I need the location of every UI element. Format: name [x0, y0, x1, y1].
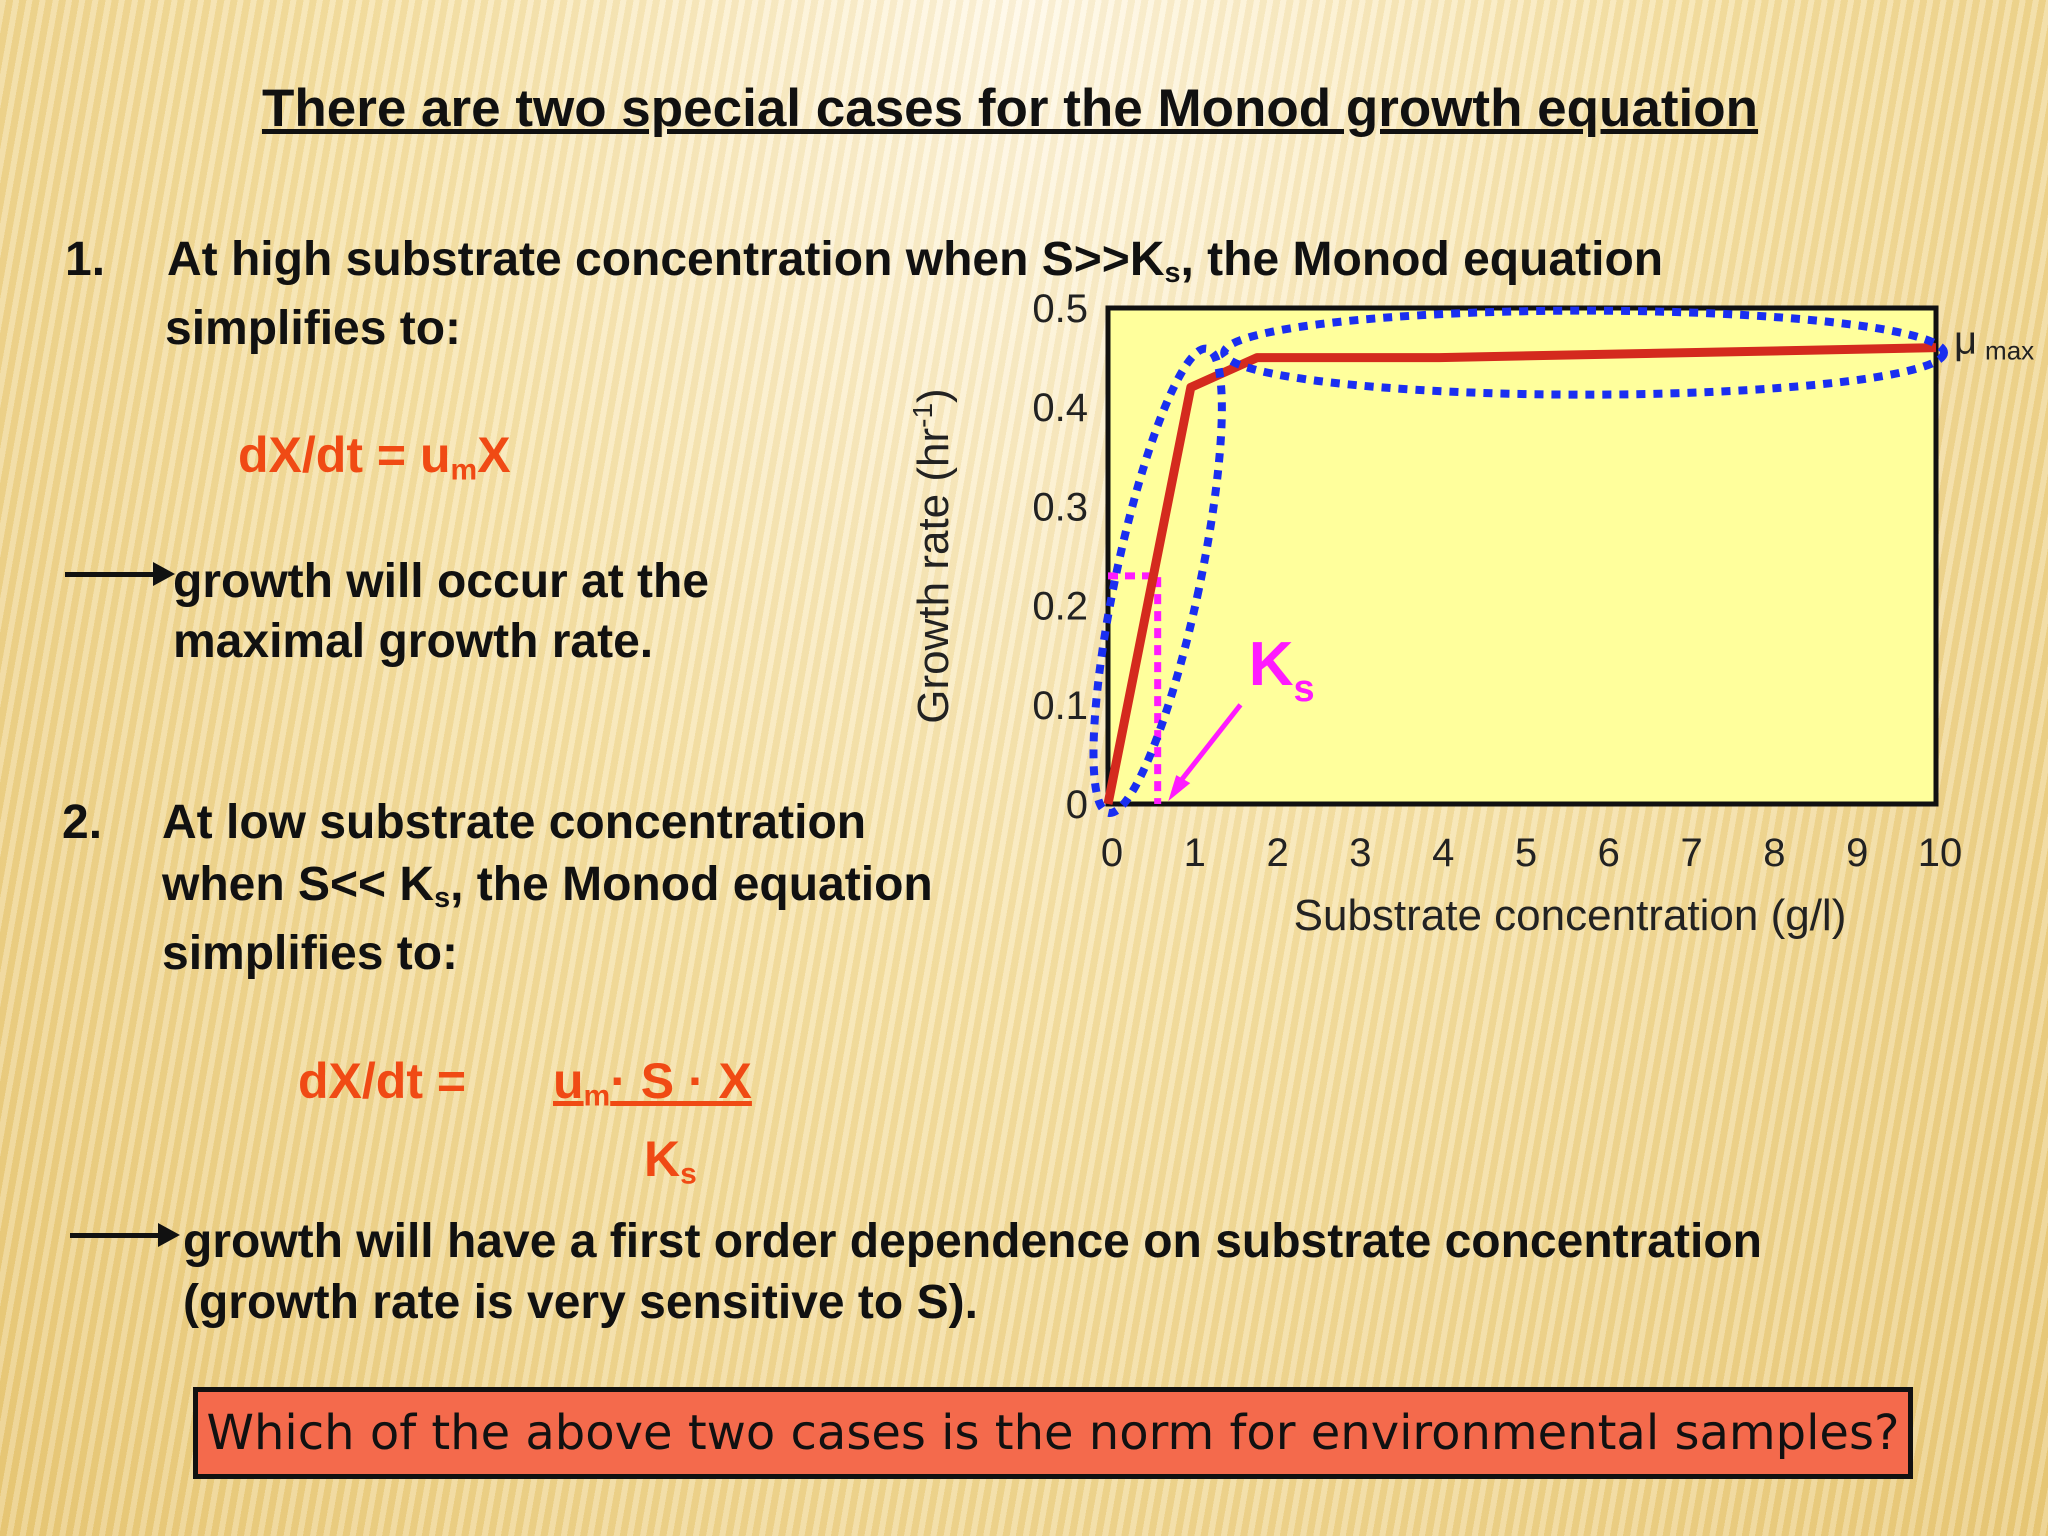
case1-equation: dX/dt = umX: [238, 427, 511, 487]
ks-annotation: Ks: [1249, 630, 1315, 710]
case2-arrow-icon: [70, 1223, 180, 1247]
case1-note-line1: growth will occur at the: [173, 555, 710, 608]
x-tick-label: 0: [1101, 831, 1123, 875]
x-tick-label: 10: [1918, 831, 1963, 875]
case1-line2: simplifies to:: [165, 302, 462, 355]
low-substrate-ellipse: [1089, 344, 1226, 817]
y-tick-label: 0.1: [1032, 684, 1088, 728]
case2-number: 2.: [62, 796, 103, 849]
ks-arrow-icon: [1172, 703, 1243, 791]
question-box: Which of the above two cases is the norm…: [193, 1387, 1913, 1479]
case2-equation-denominator: Ks: [644, 1131, 697, 1191]
x-tick-label: 7: [1680, 831, 1702, 875]
case2-line1: At low substrate concentration: [162, 796, 867, 849]
case1-arrow-icon: [65, 562, 175, 586]
y-tick-label: 0.3: [1032, 485, 1088, 529]
x-tick-label: 9: [1846, 831, 1868, 875]
umax-annotation: μ max: [1954, 319, 2034, 366]
y-tick-label: 0.4: [1032, 386, 1088, 430]
y-tick-label: 0.5: [1032, 290, 1088, 331]
growth-curve-line: [1103, 343, 1937, 805]
x-tick-label: 2: [1266, 831, 1288, 875]
case1-number: 1.: [65, 233, 106, 286]
case2-line3: simplifies to:: [162, 927, 459, 980]
case2-note-line1: growth will have a first order dependenc…: [183, 1215, 1762, 1268]
y-tick-label: 0.2: [1032, 585, 1088, 629]
x-tick-label: 3: [1349, 831, 1371, 875]
growth-rate-chart: 0 0.1 0.2 0.3 0.4 0.5 0 1 2 3 4 5 6 7 8 9 10 Ks μ max Su…: [907, 290, 2034, 940]
x-tick-label: 6: [1598, 831, 1620, 875]
case2-equation-lhs: dX/dt =: [298, 1053, 467, 1109]
y-axis-label: Growth rate (hr-1): [907, 388, 958, 723]
ks-arrowhead-icon: [1168, 775, 1191, 802]
case1-line1: At high substrate concentration when S>>…: [167, 233, 1664, 290]
x-tick-label: 4: [1432, 831, 1454, 875]
case2-equation-numerator: um· S · X: [553, 1053, 752, 1113]
y-tick-label: 0: [1066, 783, 1088, 827]
case2-line2: when S<< Ks, the Monod equation: [162, 858, 933, 915]
page-title: There are two special cases for the Mono…: [261, 79, 1759, 138]
high-substrate-ellipse: [1220, 306, 1948, 399]
x-tick-label: 8: [1763, 831, 1785, 875]
case1-note-line2: maximal growth rate.: [173, 615, 654, 668]
x-tick-label: 1: [1184, 831, 1206, 875]
case2-note-line2: (growth rate is very sensitive to S).: [183, 1276, 978, 1329]
x-tick-label: 5: [1515, 831, 1537, 875]
x-axis-label: Substrate concentration (g/l): [1294, 891, 1847, 940]
